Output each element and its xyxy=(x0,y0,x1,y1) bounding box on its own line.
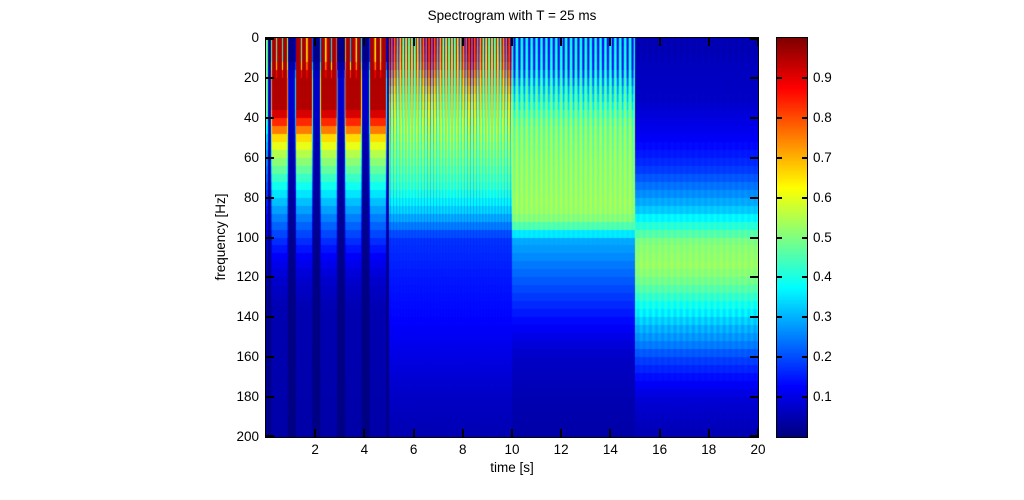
y-tick-mark xyxy=(266,356,274,359)
colorbar-tick-mark xyxy=(802,276,807,279)
x-tick-mark xyxy=(511,38,513,46)
x-tick-label: 4 xyxy=(360,442,369,457)
y-tick-label: 80 xyxy=(243,189,259,205)
y-tick-label: 60 xyxy=(243,149,259,165)
y-tick-mark xyxy=(750,276,758,279)
colorbar-tick-mark xyxy=(777,156,782,159)
colorbar-tick-label: 0.1 xyxy=(813,389,832,405)
x-tick-mark xyxy=(314,38,317,46)
y-tick-mark xyxy=(750,435,758,437)
y-tick-mark xyxy=(750,316,758,319)
x-tick-label: 12 xyxy=(553,442,569,457)
x-tick-label: 14 xyxy=(602,442,618,457)
colorbar-tick-mark xyxy=(802,316,807,319)
y-tick-mark xyxy=(750,38,758,40)
x-tick-label: 18 xyxy=(701,442,717,457)
colorbar-tick-mark xyxy=(802,116,807,119)
x-tick-mark xyxy=(412,38,415,46)
y-tick-mark xyxy=(266,396,274,399)
y-tick-mark xyxy=(750,116,758,119)
y-tick-mark xyxy=(266,236,274,239)
colorbar-tick-label: 0.8 xyxy=(813,109,832,125)
y-tick-mark xyxy=(750,236,758,239)
colorbar-tick-label: 0.3 xyxy=(813,309,832,325)
plot-area xyxy=(265,37,759,438)
colorbar-tick-label: 0.2 xyxy=(813,349,832,365)
x-tick-mark xyxy=(363,38,366,46)
colorbar-tick-mark xyxy=(802,76,807,79)
chart-title: Spectrogram with T = 25 ms xyxy=(427,8,597,23)
y-tick-label: 100 xyxy=(236,229,259,245)
x-tick-mark xyxy=(314,429,317,437)
y-tick-mark xyxy=(266,435,274,437)
colorbar-tick-label: 0.6 xyxy=(813,189,832,205)
colorbar-tick-mark xyxy=(802,236,807,239)
x-tick-mark xyxy=(609,38,612,46)
y-tick-mark xyxy=(266,316,274,319)
colorbar-tick-mark xyxy=(777,316,782,319)
colorbar-tick-mark xyxy=(802,396,807,399)
y-tick-mark xyxy=(266,196,274,199)
x-tick-mark xyxy=(609,429,612,437)
y-tick-mark xyxy=(266,116,274,119)
x-tick-mark xyxy=(707,429,710,437)
x-tick-mark xyxy=(707,38,710,46)
colorbar-tick-mark xyxy=(777,236,782,239)
colorbar-tick-mark xyxy=(802,156,807,159)
y-tick-mark xyxy=(266,38,274,40)
colorbar-tick-label: 0.5 xyxy=(813,229,832,245)
x-axis-label: time [s] xyxy=(490,460,534,475)
colorbar-tick-mark xyxy=(777,396,782,399)
colorbar-tick-label: 0.9 xyxy=(813,69,832,85)
y-tick-mark xyxy=(750,156,758,159)
colorbar-tick-label: 0.4 xyxy=(813,269,832,285)
x-tick-mark xyxy=(461,38,464,46)
y-tick-label: 180 xyxy=(236,389,259,405)
y-tick-mark xyxy=(750,356,758,359)
x-tick-label: 10 xyxy=(504,442,520,457)
spectrogram-canvas xyxy=(266,38,758,437)
x-tick-label: 16 xyxy=(652,442,668,457)
x-tick-mark xyxy=(757,429,759,437)
colorbar-tick-mark xyxy=(777,276,782,279)
colorbar-tick-mark xyxy=(777,116,782,119)
y-tick-label: 40 xyxy=(243,109,259,125)
y-tick-mark xyxy=(266,76,274,79)
y-tick-mark xyxy=(266,276,274,279)
y-tick-mark xyxy=(750,396,758,399)
x-tick-label: 2 xyxy=(311,442,319,457)
x-tick-mark xyxy=(560,429,563,437)
x-tick-label: 8 xyxy=(459,442,467,457)
y-tick-mark xyxy=(750,76,758,79)
y-tick-label: 140 xyxy=(236,309,259,325)
y-tick-label: 120 xyxy=(236,269,259,285)
colorbar-tick-mark xyxy=(777,196,782,199)
x-tick-mark xyxy=(363,429,366,437)
x-tick-mark xyxy=(658,38,661,46)
x-tick-mark xyxy=(461,429,464,437)
x-tick-mark xyxy=(658,429,661,437)
x-tick-mark xyxy=(757,38,759,46)
y-tick-label: 160 xyxy=(236,349,259,365)
x-tick-label: 6 xyxy=(409,442,418,457)
colorbar-tick-mark xyxy=(777,76,782,79)
colorbar-tick-mark xyxy=(802,356,807,359)
colorbar-tick-mark xyxy=(777,356,782,359)
y-tick-label: 20 xyxy=(243,69,259,85)
y-tick-label: 200 xyxy=(236,429,259,444)
x-tick-mark xyxy=(412,429,415,437)
colorbar-tick-label: 0.7 xyxy=(813,149,832,165)
colorbar-tick-mark xyxy=(802,196,807,199)
x-tick-label: 20 xyxy=(750,442,766,457)
x-tick-mark xyxy=(560,38,563,46)
y-tick-mark xyxy=(750,196,758,199)
x-tick-mark xyxy=(511,429,513,437)
y-tick-mark xyxy=(266,156,274,159)
y-tick-label: 0 xyxy=(251,30,259,45)
